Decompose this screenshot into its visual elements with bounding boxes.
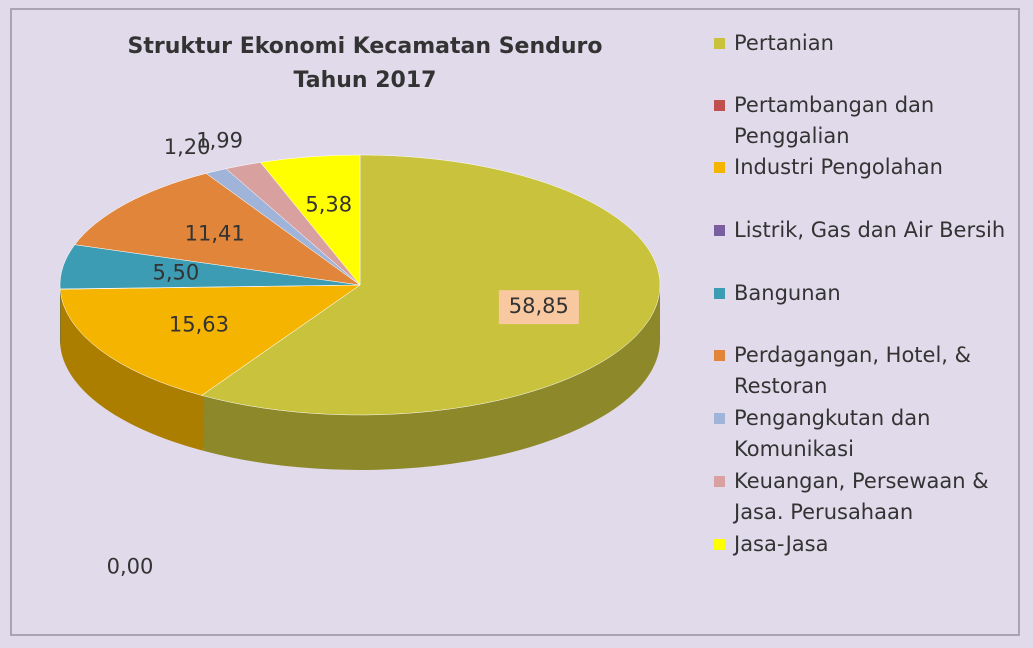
legend-label: Pertanian [734,31,834,55]
legend-swatch [714,476,725,487]
legend-label: Jasa-Jasa [734,532,829,556]
legend-entry: Pertambangan dan Penggalian [714,90,1033,152]
legend-label: Pengangkutan dan Komunikasi [734,406,931,461]
chart-frame [10,8,1020,636]
label-box [498,290,579,325]
legend-entry: Jasa-Jasa [714,529,1033,560]
legend-entry: Bangunan [714,278,1033,309]
legend-entry: Industri Pengolahan [714,152,1033,183]
pie-slice [59,284,361,396]
pie-slice [260,154,361,286]
pie-slice [74,173,361,286]
legend-label: Keuangan, Persewaan & Jasa. Perusahaan [734,469,989,524]
data-label: 15,63 [169,312,229,336]
legend-swatch [714,350,725,361]
data-label: 11,41 [185,222,245,246]
legend-swatch [714,539,725,550]
legend-swatch [714,38,725,49]
legend-entry: Pertanian [714,28,1033,59]
legend-swatch [714,413,725,424]
legend-swatch [714,288,725,299]
data-label: 1,20 [164,135,211,159]
legend-swatch [714,225,725,236]
legend-label: Listrik, Gas dan Air Bersih [734,218,1006,242]
legend-label: Industri Pengolahan [734,155,943,179]
legend-entry: Keuangan, Persewaan & Jasa. Perusahaan [714,466,1033,528]
data-label: 58,85 [509,294,569,318]
legend-swatch [714,100,725,111]
data-label: 5,38 [305,193,352,217]
legend-label: Perdagangan, Hotel, & Restoran [734,343,972,398]
chart-title: Struktur Ekonomi Kecamatan Senduro Tahun… [127,34,603,93]
legend-entry: Perdagangan, Hotel, & Restoran [714,340,1033,402]
pie-slice [201,154,661,416]
legend-entry: Pengangkutan dan Komunikasi [714,403,1033,465]
legend-label: Pertambangan dan Penggalian [734,93,935,148]
legend-label: Bangunan [734,281,841,305]
data-label: 5,50 [153,261,200,285]
data-label: 0,00 [107,554,154,578]
data-label: 1,99 [196,128,243,152]
legend-swatch [714,162,725,173]
legend-entry: Listrik, Gas dan Air Bersih [714,215,1033,246]
